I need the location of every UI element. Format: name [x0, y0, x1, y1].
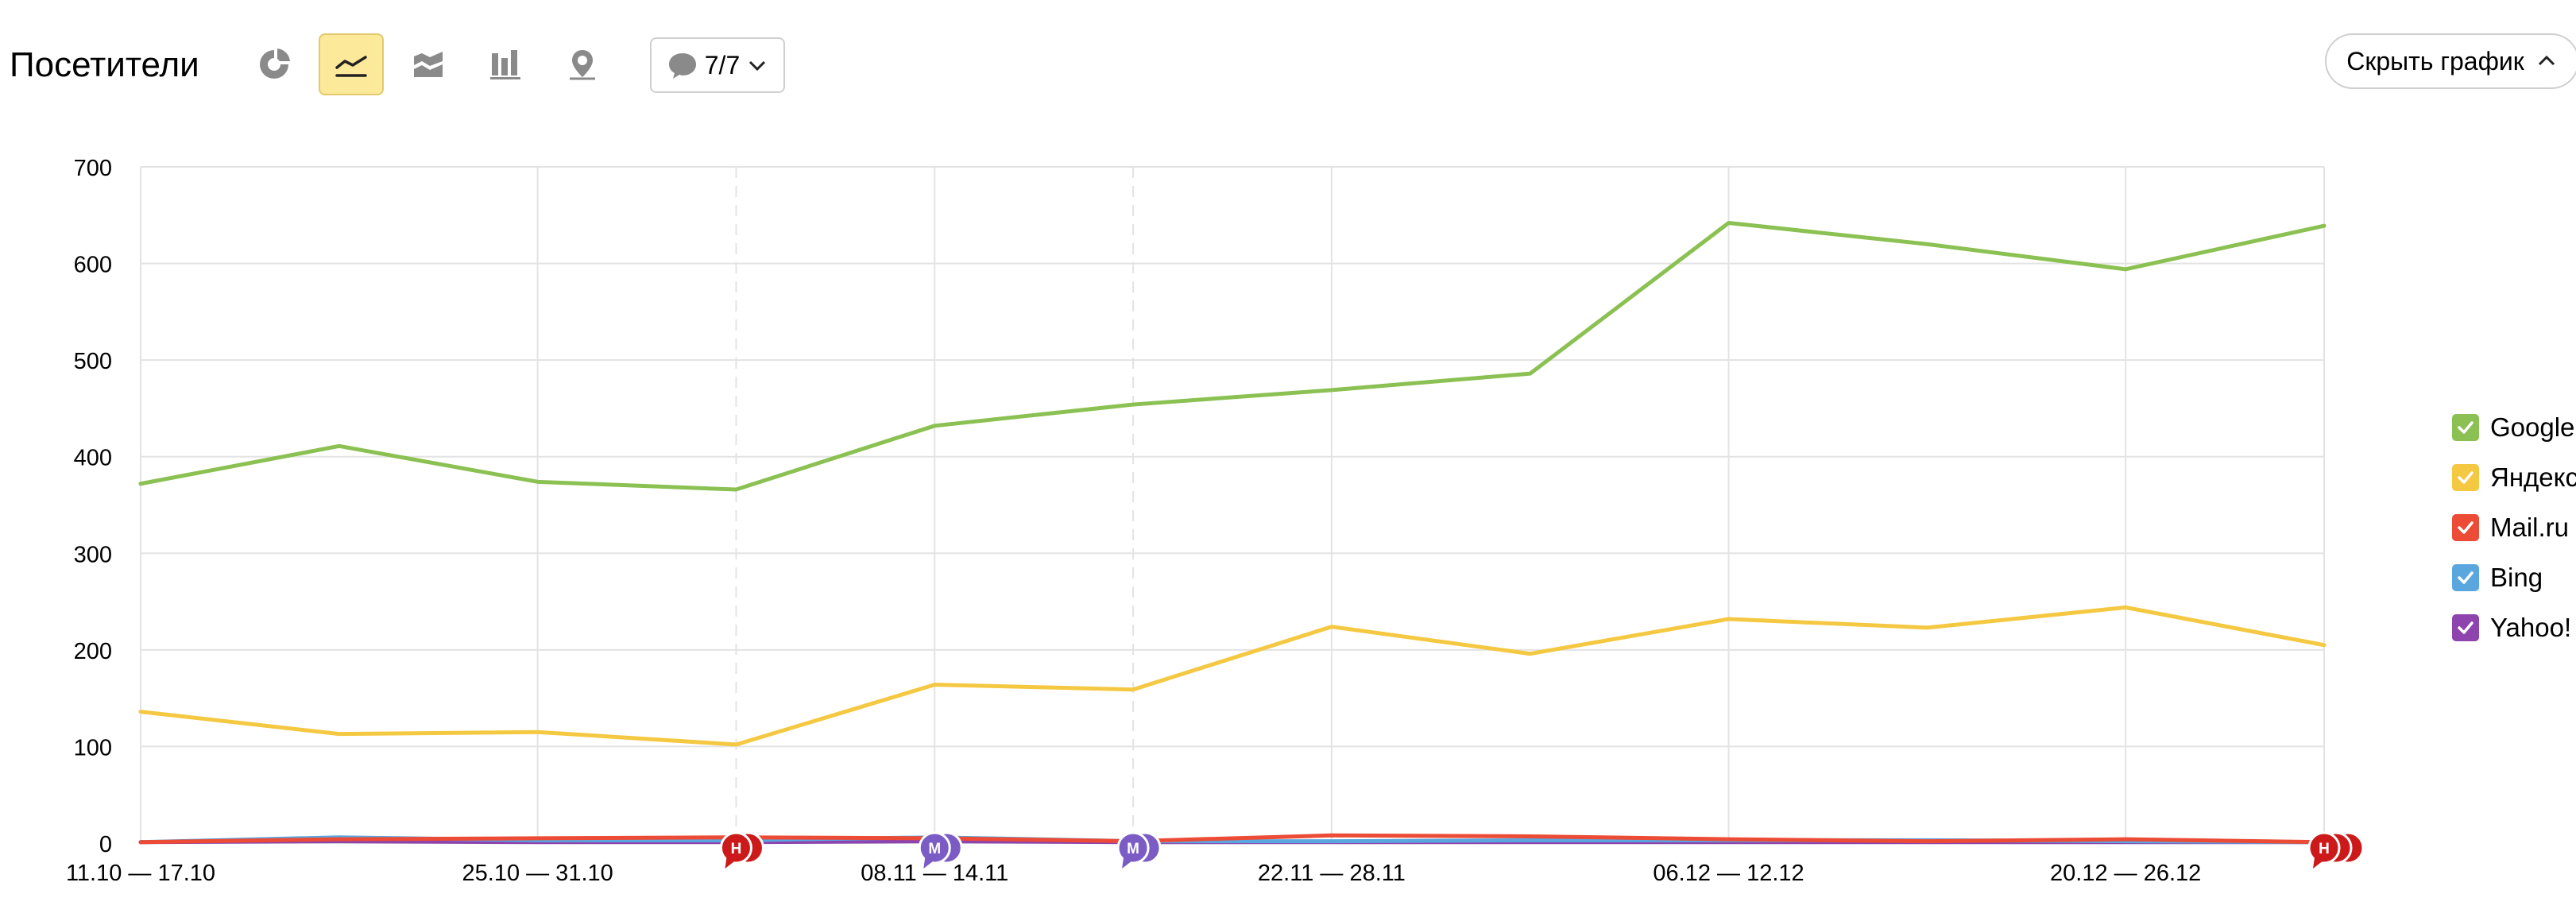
bar-chart-view-button[interactable]: [473, 33, 538, 95]
legend-label: Google: [2490, 412, 2575, 442]
annotation-marker-tail: [725, 857, 736, 869]
annotation-letter: М: [928, 841, 941, 857]
pie-chart-icon: [260, 48, 290, 79]
y-tick-label: 300: [74, 542, 112, 567]
y-tick-label: 400: [74, 446, 112, 471]
annotation-marker-tail: [923, 857, 934, 869]
legend-label: Mail.ru: [2490, 513, 2570, 542]
series-line-mail-ru: [138, 833, 2327, 845]
legend-item[interactable]: Google: [2452, 412, 2574, 443]
x-tick-label: 25.10 — 31.10: [462, 861, 613, 886]
hide-chart-button[interactable]: Скрыть график: [2325, 33, 2576, 89]
legend-label: Bing: [2490, 563, 2543, 592]
x-tick-label: 11.10 — 17.10: [66, 861, 215, 886]
checkbox-icon[interactable]: [2452, 614, 2479, 641]
chevron-up-icon: [2538, 55, 2555, 66]
annotation-marker: [918, 831, 951, 865]
annotation-marker: [2307, 831, 2341, 865]
y-tick-label: 100: [74, 735, 112, 760]
line-chart-view-button[interactable]: [319, 33, 384, 95]
legend-label: Яндекс: [2490, 462, 2576, 492]
annotation-letter: Н: [731, 841, 742, 857]
legend-item[interactable]: Mail.ru: [2452, 512, 2569, 544]
notes-toggle-button[interactable]: 7/7: [650, 37, 785, 93]
x-tick-label: 20.12 — 26.12: [2050, 861, 2201, 886]
checkbox-icon[interactable]: [2452, 464, 2479, 491]
y-tick-label: 200: [74, 639, 112, 664]
speech-bubble-icon: [668, 53, 696, 79]
series-line-google: [138, 221, 2327, 492]
annotation-marker: [719, 831, 752, 865]
map-view-button[interactable]: [550, 33, 615, 95]
annotation-marker-tail: [1122, 857, 1133, 869]
y-tick-label: 500: [74, 349, 112, 374]
pie-chart-view-button[interactable]: [242, 33, 307, 95]
checkbox-icon[interactable]: [2452, 514, 2479, 541]
x-tick-label: 08.11 — 14.11: [861, 861, 1008, 886]
annotation-marker: [1116, 831, 1150, 865]
series-line-яндекс: [138, 605, 2327, 747]
legend-item[interactable]: Яндекс: [2452, 462, 2576, 493]
chevron-down-icon: [749, 60, 766, 72]
area-chart-icon: [414, 52, 443, 77]
line-chart-icon: [335, 56, 367, 77]
legend-item[interactable]: Yahoo!: [2452, 612, 2571, 644]
checkbox-icon[interactable]: [2452, 564, 2479, 591]
chart-header: Посетители: [0, 0, 2576, 131]
hide-chart-label: Скрыть график: [2346, 46, 2524, 75]
annotation-letter: М: [1127, 841, 1139, 857]
legend-item[interactable]: Bing: [2452, 562, 2543, 594]
y-tick-label: 700: [74, 156, 112, 181]
x-tick-label: 06.12 — 12.12: [1653, 861, 1804, 886]
legend-label: Yahoo!: [2490, 613, 2572, 642]
bar-chart-icon: [490, 50, 520, 79]
annotation-letter: Н: [2319, 841, 2330, 857]
page-title: Посетители: [10, 45, 199, 84]
y-tick-label: 0: [99, 832, 112, 857]
checkbox-icon[interactable]: [2452, 414, 2479, 441]
area-chart-view-button[interactable]: [396, 33, 461, 95]
x-tick-label: 22.11 — 28.11: [1258, 861, 1406, 886]
annotation-marker-tail: [2313, 857, 2323, 869]
line-chart: 0 100 200 300 400 500 600 700 11.10 — 17.10 25.10…: [66, 156, 2365, 886]
y-tick-label: 600: [74, 253, 112, 278]
map-pin-icon: [570, 50, 595, 80]
notes-count: 7/7: [704, 50, 741, 79]
